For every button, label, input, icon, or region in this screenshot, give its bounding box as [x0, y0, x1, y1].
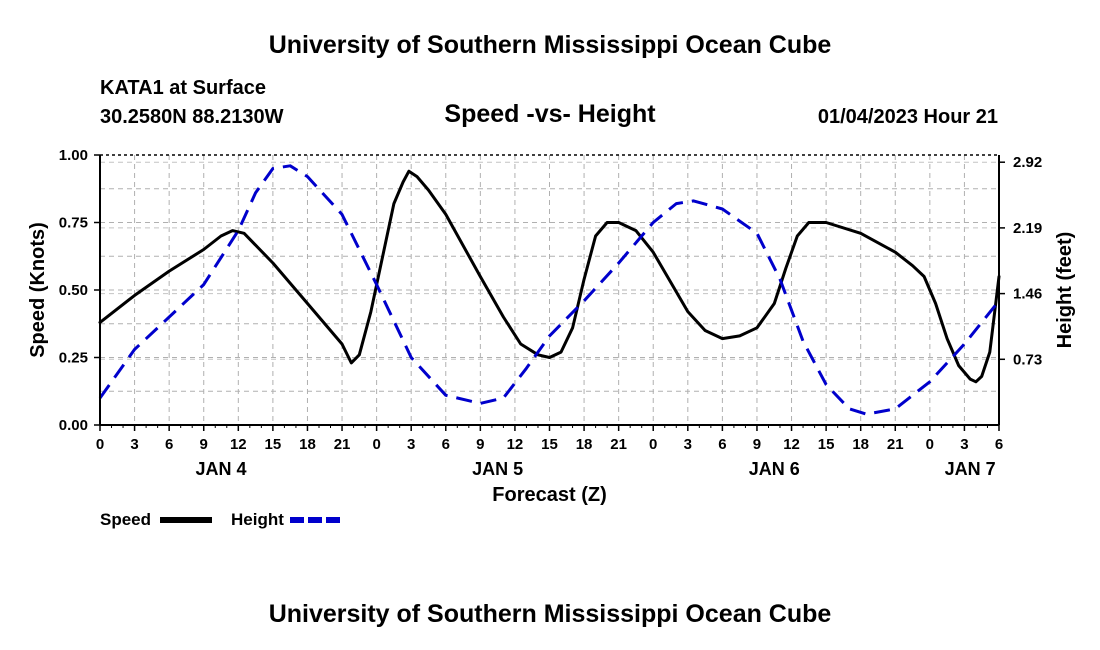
x-tick-label: 12 — [230, 436, 247, 453]
x-tick-label: 6 — [718, 436, 726, 453]
x-tick-label: 21 — [610, 436, 627, 453]
day-label: JAN 6 — [749, 459, 800, 479]
labels-layer: 0 3 6 9 12 15 18 21 0 3 6 9 12 15 18 21 0 3 6 9 12 15 18 21 0 3 6 0… — [27, 147, 1076, 506]
chart-title: Speed -vs- Height — [444, 100, 656, 128]
x-tick-label: 6 — [442, 436, 450, 453]
x-tick-label: 0 — [649, 436, 657, 453]
x-tick-label: 18 — [576, 436, 593, 453]
x-tick-label: 3 — [130, 436, 138, 453]
x-tick-label: 9 — [753, 436, 761, 453]
day-label: JAN 4 — [196, 459, 247, 479]
axes-layer — [94, 154, 1005, 431]
x-tick-label: 0 — [96, 436, 104, 453]
x-tick-label: 15 — [541, 436, 558, 453]
x-tick-label: 21 — [334, 436, 351, 453]
series-height-line — [98, 164, 1001, 416]
series-speed-line — [98, 169, 1001, 384]
x-tick-label: 15 — [818, 436, 835, 453]
x-tick-label: 12 — [507, 436, 524, 453]
x-tick-label: 21 — [887, 436, 904, 453]
y-tick-label: 0.75 — [59, 215, 88, 232]
legend-label-speed: Speed — [100, 510, 151, 529]
day-label: JAN 7 — [945, 459, 996, 479]
x-tick-label: 0 — [926, 436, 934, 453]
y-tick-label: 0.00 — [59, 417, 88, 434]
y2-tick-label: 2.92 — [1013, 154, 1042, 171]
forecast-datetime: 01/04/2023 Hour 21 — [817, 106, 998, 128]
y-tick-label: 0.50 — [59, 282, 88, 299]
x-tick-label: 15 — [265, 436, 282, 453]
y2-tick-label: 1.46 — [1013, 286, 1042, 303]
y-tick-label: 1.00 — [59, 147, 88, 164]
x-tick-label: 3 — [960, 436, 968, 453]
x-tick-label: 18 — [852, 436, 869, 453]
grid-layer — [100, 155, 999, 425]
x-tick-label: 18 — [299, 436, 316, 453]
station-coordinates: 30.2580N 88.2130W — [100, 106, 284, 128]
legend-label-height: Height — [231, 510, 284, 529]
x-tick-label: 3 — [684, 436, 692, 453]
series-layer — [98, 164, 1001, 416]
x-axis-title: Forecast (Z) — [492, 484, 606, 506]
footer-title: University of Southern Mississippi Ocean… — [268, 600, 832, 628]
x-tick-label: 6 — [995, 436, 1003, 453]
x-tick-label: 6 — [165, 436, 173, 453]
speed-height-chart: 0 3 6 9 12 15 18 21 0 3 6 9 12 15 18 21 0 3 6 9 12 15 18 21 0 3 6 0… — [27, 147, 1076, 529]
y2-tick-label: 0.73 — [1013, 351, 1042, 368]
x-tick-label: 9 — [200, 436, 208, 453]
y2-tick-label: 2.19 — [1013, 220, 1042, 237]
station-label: KATA1 at Surface — [100, 77, 266, 99]
y-tick-label: 0.25 — [59, 350, 88, 367]
x-tick-label: 12 — [783, 436, 800, 453]
y-axis-title: Speed (Knots) — [27, 222, 49, 358]
main-title: University of Southern Mississippi Ocean… — [268, 31, 832, 59]
y2-axis-title: Height (feet) — [1054, 232, 1076, 349]
day-label: JAN 5 — [472, 459, 523, 479]
x-tick-label: 3 — [407, 436, 415, 453]
x-tick-label: 0 — [372, 436, 380, 453]
x-tick-label: 9 — [476, 436, 484, 453]
legend-layer: Speed Height — [100, 510, 342, 529]
